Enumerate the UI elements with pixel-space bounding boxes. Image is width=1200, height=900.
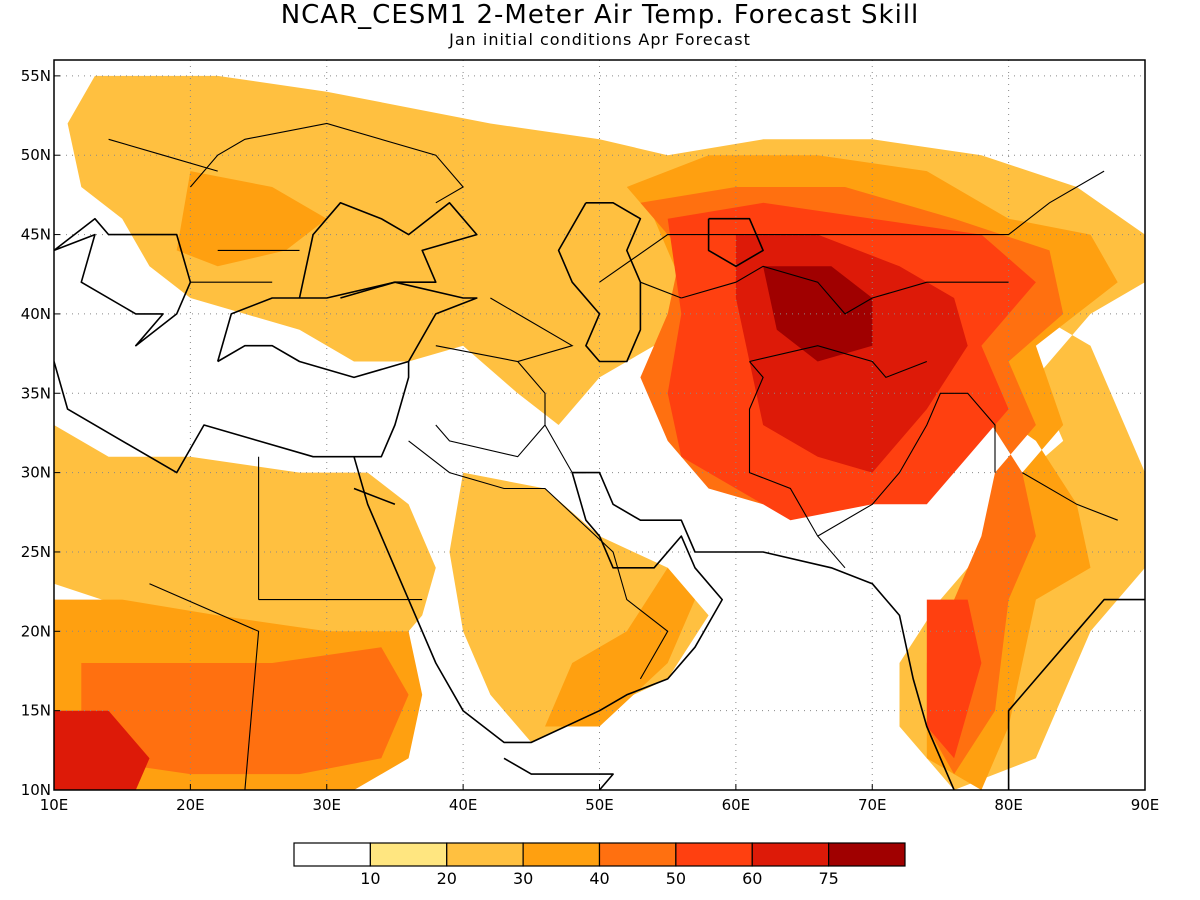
x-tick-label: 70E <box>858 796 887 814</box>
coastline <box>707 217 764 268</box>
skill-region-level-2 <box>54 425 436 663</box>
legend-swatch <box>522 842 601 867</box>
coastline <box>54 361 410 474</box>
legend-label: 10 <box>360 869 380 888</box>
skill-region-level-7 <box>763 266 873 362</box>
country-border <box>435 361 546 458</box>
y-tick-label: 10N <box>21 781 51 799</box>
country-border <box>599 170 1105 283</box>
coastline <box>54 217 192 347</box>
country-border <box>817 392 996 537</box>
legend-swatch <box>446 842 524 867</box>
legend-swatch <box>828 842 906 867</box>
skill-region-level-5 <box>926 599 982 759</box>
x-tick-label: 80E <box>994 796 1023 814</box>
country-border <box>749 345 927 379</box>
legend-label: 60 <box>742 869 762 888</box>
skill-region-level-3 <box>176 171 327 267</box>
coastlines <box>54 202 1145 790</box>
y-tick-label: 55N <box>21 67 51 85</box>
y-tick-label: 25N <box>21 543 51 561</box>
country-border <box>640 281 682 299</box>
map-subtitle: Jan initial conditions Apr Forecast <box>449 30 751 49</box>
legend-swatch <box>369 842 448 867</box>
y-tick-label: 50N <box>21 146 51 164</box>
latitude-ticks: 10N 15N 20N 25N 30N 35N 40N 45N 50N 55N <box>21 67 60 799</box>
map-title: NCAR_CESM1 2-Meter Air Temp. Forecast Sk… <box>280 0 920 30</box>
x-tick-label: 90E <box>1131 796 1160 814</box>
legend-label: 40 <box>589 869 609 888</box>
y-tick-label: 15N <box>21 702 51 720</box>
legend-label: 50 <box>666 869 686 888</box>
skill-region-level-3 <box>545 567 695 727</box>
legend-label: 30 <box>513 869 533 888</box>
country-border <box>108 138 218 172</box>
country-border <box>1022 472 1118 521</box>
y-tick-label: 35N <box>21 384 51 402</box>
legend-swatch <box>293 842 371 867</box>
country-border <box>408 440 669 680</box>
country-border <box>435 297 574 363</box>
y-tick-label: 45N <box>21 226 51 244</box>
skill-shading <box>54 75 1145 790</box>
x-tick-label: 50E <box>585 796 614 814</box>
coastline <box>353 456 955 790</box>
coastline <box>353 487 396 506</box>
longitude-ticks: 10E 20E 30E 40E 50E 60E 70E 80E 90E <box>40 784 1160 814</box>
x-tick-label: 60E <box>722 796 751 814</box>
country-border <box>544 424 586 474</box>
country-border <box>149 583 260 790</box>
y-tick-label: 30N <box>21 464 51 482</box>
coastline <box>1007 598 1145 790</box>
coastline <box>503 757 614 790</box>
y-tick-label: 20N <box>21 622 51 640</box>
x-tick-label: 10E <box>40 796 69 814</box>
country-border <box>189 122 464 204</box>
country-borders <box>108 122 1118 790</box>
legend-swatch <box>751 842 830 867</box>
x-tick-label: 40E <box>449 796 478 814</box>
legend-swatch <box>675 842 753 867</box>
coastline <box>298 202 478 299</box>
x-tick-label: 30E <box>312 796 341 814</box>
coastline <box>557 202 642 363</box>
legend-swatch <box>598 842 677 867</box>
color-legend: 10 20 30 40 50 60 75 <box>293 842 906 888</box>
legend-label: 75 <box>818 869 838 888</box>
x-tick-label: 20E <box>176 796 205 814</box>
coastline <box>216 281 478 379</box>
skill-region-level-6 <box>54 710 150 790</box>
legend-label: 20 <box>437 869 457 888</box>
country-border <box>681 265 1009 315</box>
y-tick-label: 40N <box>21 305 51 323</box>
